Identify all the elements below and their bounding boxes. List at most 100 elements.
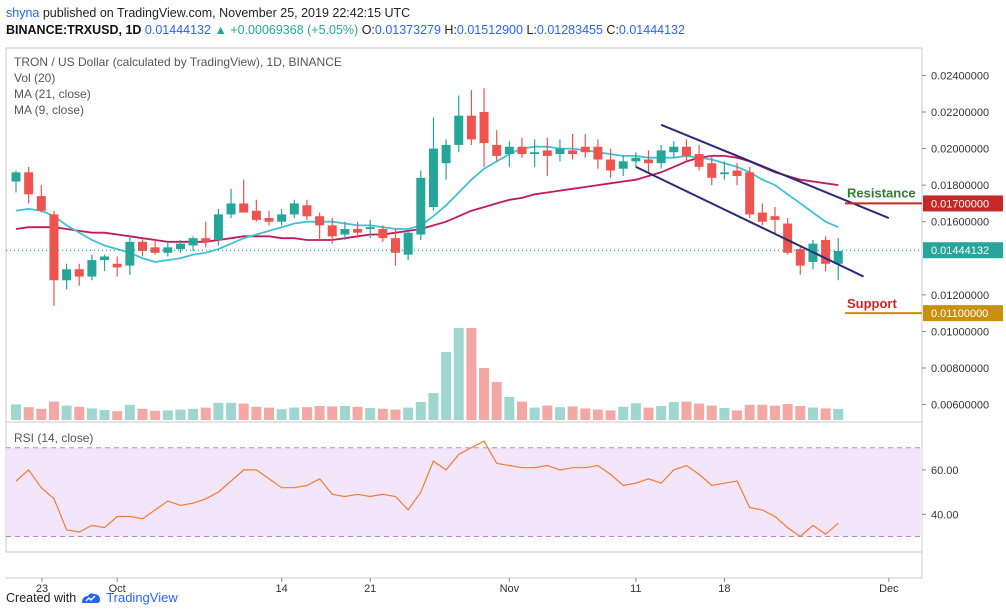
volume-bar — [441, 352, 452, 420]
volume-bar — [592, 409, 603, 420]
last-price-tag — [923, 242, 1003, 259]
time-tick-label: Nov — [500, 583, 520, 595]
candle-body — [833, 250, 843, 264]
ma9-legend: MA (9, close) — [14, 103, 84, 117]
candle-body — [302, 205, 312, 217]
candle-body — [821, 240, 831, 264]
volume-bar — [238, 403, 249, 420]
candle-body — [87, 260, 97, 277]
volume-bar — [517, 401, 527, 420]
volume-bar — [453, 328, 464, 420]
price-tick-label: 0.00600000 — [931, 400, 989, 412]
candle-body — [428, 148, 438, 208]
candle-body — [188, 238, 198, 246]
volume-bar — [200, 407, 211, 420]
candle-body — [49, 214, 59, 281]
volume-bar — [668, 402, 679, 420]
candle-body — [327, 225, 337, 237]
volume-bar — [694, 403, 705, 420]
rsi-line — [15, 440, 839, 538]
time-tick-label: 23 — [36, 583, 48, 595]
volume-bar — [403, 407, 414, 420]
candle-body — [365, 227, 375, 230]
resistance-tag — [923, 195, 1003, 212]
volume-legend: Vol (20) — [14, 71, 55, 85]
volume-bar — [554, 407, 565, 420]
volume-bar — [365, 408, 376, 420]
tradingview-logo-icon — [82, 592, 101, 603]
support-tag-label: 0.01100000 — [931, 308, 988, 320]
volume-bar — [48, 401, 59, 420]
author-link[interactable]: shyna — [6, 6, 40, 20]
volume-bar — [150, 410, 161, 420]
ma21-legend: MA (21, close) — [14, 87, 91, 101]
high-label: H: — [444, 23, 457, 37]
time-tick-label: Oct — [109, 583, 126, 595]
volume-bar — [352, 406, 363, 420]
candle-body — [732, 170, 742, 176]
candle-body — [580, 146, 590, 153]
candle-body — [719, 172, 729, 175]
channel-lower-line — [635, 165, 864, 278]
resistance-label: Resistance — [847, 185, 916, 200]
candle-body — [36, 196, 46, 211]
published-text: published on TradingView.com, November 2… — [42, 6, 411, 20]
support-tag — [923, 305, 1003, 322]
volume-bar — [580, 408, 591, 420]
volume-bar — [782, 404, 793, 420]
low-label: L: — [526, 23, 537, 37]
rsi-legend: RSI (14, close) — [14, 431, 93, 445]
volume-bar — [479, 368, 490, 420]
candle-body — [112, 263, 122, 268]
candle-body — [542, 150, 552, 156]
candle-body — [163, 247, 173, 253]
candle-body — [454, 115, 464, 145]
candle-body — [24, 172, 34, 195]
candle-body — [226, 203, 236, 215]
volume-bar — [226, 402, 237, 420]
price-tick-label: 0.01200000 — [931, 290, 989, 302]
candle-body — [656, 150, 666, 164]
resistance-tag-label: 0.01700000 — [931, 198, 989, 210]
volume-bar — [377, 408, 388, 420]
candle-body — [125, 241, 135, 266]
volume-bar — [276, 409, 287, 420]
high-value: 0.01512900 — [456, 23, 523, 37]
volume-bar — [807, 407, 818, 420]
candle-body — [277, 214, 287, 222]
volume-bar — [162, 410, 173, 420]
candle-body — [669, 146, 679, 153]
candle-body — [770, 216, 780, 220]
candle-body — [11, 172, 21, 182]
candle-body — [783, 223, 793, 253]
volume-bar — [529, 407, 540, 420]
tradingview-brand[interactable]: TradingView — [106, 590, 178, 605]
time-tick-label: 11 — [630, 583, 641, 595]
volume-bar — [390, 409, 401, 420]
volume-bar — [732, 410, 743, 420]
candle-body — [745, 172, 755, 215]
candle-body — [593, 146, 603, 160]
time-tick-label: 14 — [276, 583, 288, 595]
volume-bar — [289, 407, 300, 420]
footer: Created with TradingView — [6, 590, 178, 605]
candle-body — [213, 214, 223, 240]
price-tick-label: 0.01600000 — [931, 217, 989, 229]
volume-bar — [770, 405, 780, 420]
volume-bar — [820, 408, 831, 420]
up-arrow-icon: ▲ — [214, 23, 227, 37]
volume-bar — [833, 408, 844, 420]
candle-body — [239, 203, 249, 213]
candle-body — [340, 229, 350, 235]
time-tick-label: Dec — [879, 583, 899, 595]
volume-bar — [188, 408, 199, 420]
price-tick-label: 0.01000000 — [931, 326, 989, 338]
last-price-tag-label: 0.01444132 — [931, 245, 989, 257]
volume-bar — [630, 403, 641, 420]
volume-bar — [744, 404, 755, 420]
candle-body — [201, 238, 211, 242]
volume-bar — [251, 406, 262, 420]
candle-body — [74, 269, 84, 277]
candle-body — [795, 249, 805, 266]
